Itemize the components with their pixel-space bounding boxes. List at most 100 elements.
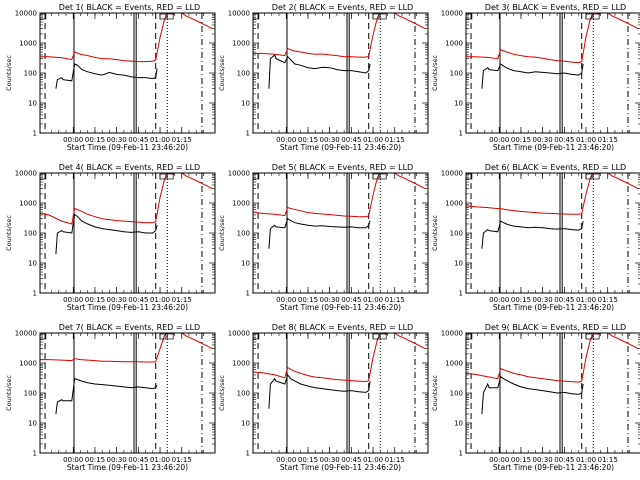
x-tick-label: 01:00 [363,456,383,464]
chart-title: Det 8( BLACK = Events, RED = LLD [272,323,413,332]
y-axis-label: Counts/sec [431,215,439,251]
plot-frame [39,332,216,454]
x-tick-label: 00:30 [107,136,127,144]
y-tick-label: 10 [28,420,37,428]
x-tick-label: 00:30 [533,296,553,304]
y-tick-label: 10000 [15,170,37,178]
chart-title: Det 3( BLACK = Events, RED = LLD [485,3,626,12]
x-tick-label: 00:00 [276,136,296,144]
marker-box [372,333,380,340]
lld-series-line [466,173,639,215]
x-tick-label: 00:15 [511,296,531,304]
x-tick-label: 00:30 [320,136,340,144]
x-tick-label: 00:45 [341,136,361,144]
y-tick-label: 1000 [232,360,250,368]
y-axis-label: Counts/sec [5,55,13,91]
marker-box [166,13,174,20]
x-axis-label: Start Time (09-Feb-11 23:46:20) [280,463,401,472]
plot-frame [252,172,429,294]
chart-panel: Det 1( BLACK = Events, RED = LLD Counts/s… [5,3,216,152]
events-series-line [55,213,158,255]
x-tick-label: 01:15 [172,296,192,304]
marker-box [166,333,174,340]
y-tick-label: 1 [33,450,37,458]
x-axis-label: Start Time (09-Feb-11 23:46:20) [280,143,401,152]
events-series-line [481,63,584,89]
y-tick-label: 100 [450,70,463,78]
marker-box [379,13,387,20]
y-tick-label: 1000 [232,200,250,208]
lld-series-line [466,13,639,64]
y-tick-label: 10 [28,260,37,268]
lld-series-line [40,173,213,225]
plot-frame [39,172,216,294]
x-tick-label: 00:30 [107,456,127,464]
x-tick-label: 01:00 [363,136,383,144]
chart-panel: Det 8( BLACK = Events, RED = LLD Counts/s… [218,323,429,472]
chart-panel: Det 3( BLACK = Events, RED = LLD Counts/s… [431,3,640,152]
plot-frame [39,12,216,134]
x-tick-label: 00:15 [298,456,318,464]
y-axis-label: Counts/sec [431,55,439,91]
events-series-line [481,375,584,415]
x-tick-label: 00:30 [533,456,553,464]
x-axis-label: Start Time (09-Feb-11 23:46:20) [493,303,614,312]
x-tick-label: 01:15 [598,296,618,304]
y-tick-label: 10 [28,100,37,108]
chart-title: Det 9( BLACK = Events, RED = LLD [485,323,626,332]
plot-frame [465,12,640,134]
y-tick-label: 1 [459,130,463,138]
y-tick-label: 10 [241,420,250,428]
x-tick-label: 00:45 [128,296,148,304]
marker-box [372,13,380,20]
y-tick-label: 10000 [441,330,463,338]
x-tick-label: 01:15 [385,136,405,144]
plot-frame [465,332,640,454]
x-tick-label: 01:00 [363,296,383,304]
y-tick-label: 1000 [445,360,463,368]
x-tick-label: 01:00 [576,136,596,144]
chart-title: Det 2( BLACK = Events, RED = LLD [272,3,413,12]
chart-title: Det 6( BLACK = Events, RED = LLD [485,163,626,172]
marker-box [592,13,600,20]
marker-box [159,13,167,20]
x-tick-label: 00:15 [85,296,105,304]
x-tick-label: 01:15 [172,136,192,144]
x-tick-label: 00:30 [320,296,340,304]
marker-box [372,173,380,180]
y-tick-label: 10 [241,260,250,268]
events-series-line [268,373,371,409]
y-tick-label: 100 [237,390,250,398]
x-tick-label: 00:45 [554,136,574,144]
chart-panel: Det 6( BLACK = Events, RED = LLD Counts/s… [431,163,640,312]
x-tick-label: 00:45 [128,136,148,144]
y-tick-label: 10 [454,420,463,428]
x-tick-label: 00:00 [489,456,509,464]
y-tick-label: 1 [33,290,37,298]
x-tick-label: 00:45 [128,456,148,464]
y-tick-label: 1 [246,450,250,458]
chart-title: Det 1( BLACK = Events, RED = LLD [59,3,200,12]
events-series-line [55,63,158,89]
chart-title: Det 4( BLACK = Events, RED = LLD [59,163,200,172]
marker-box [379,173,387,180]
x-tick-label: 00:45 [341,456,361,464]
chart-title: Det 7( BLACK = Events, RED = LLD [59,323,200,332]
x-tick-label: 01:15 [385,456,405,464]
events-series-line [268,217,371,249]
marker-box [585,13,593,20]
x-axis-label: Start Time (09-Feb-11 23:46:20) [67,303,188,312]
x-tick-label: 01:00 [576,296,596,304]
x-tick-label: 01:00 [150,296,170,304]
y-tick-label: 1 [459,450,463,458]
x-axis-label: Start Time (09-Feb-11 23:46:20) [493,143,614,152]
y-tick-label: 10000 [228,170,250,178]
x-tick-label: 00:00 [63,296,83,304]
x-tick-label: 01:15 [172,456,192,464]
x-tick-label: 01:15 [385,296,405,304]
y-tick-label: 100 [450,390,463,398]
y-tick-label: 10000 [441,10,463,18]
y-tick-label: 10 [454,260,463,268]
y-tick-label: 10 [454,100,463,108]
y-axis-label: Counts/sec [218,375,226,411]
